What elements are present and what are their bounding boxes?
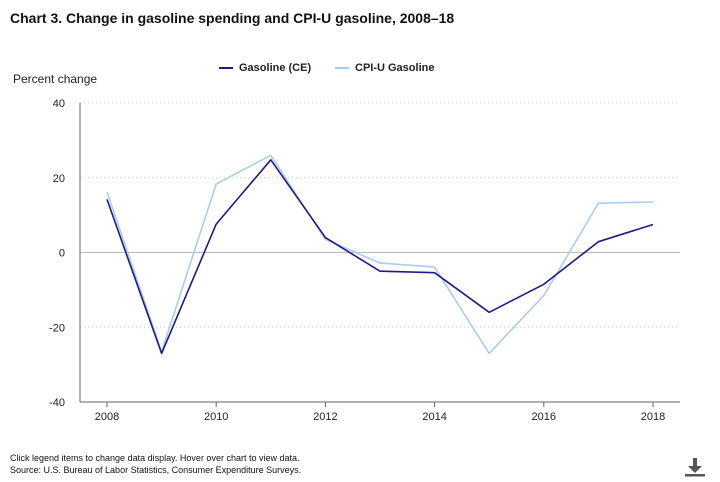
- y-axis-label: Percent change: [13, 72, 98, 86]
- footnote-instructions: Click legend items to change data displa…: [10, 453, 300, 463]
- x-tick-label: 2008: [95, 411, 119, 423]
- legend-item-cpi-u-gasoline[interactable]: CPI-U Gasoline: [335, 60, 434, 76]
- y-tick-label: 20: [53, 173, 65, 185]
- download-icon[interactable]: [684, 457, 706, 477]
- legend: Gasoline (CE) CPI-U Gasoline: [0, 60, 720, 76]
- series-line-cpi-u-gasoline: [106, 154, 654, 355]
- y-tick-label: -20: [49, 322, 65, 334]
- chart-title: Chart 3. Change in gasoline spending and…: [10, 10, 455, 26]
- footnote-source: Source: U.S. Bureau of Labor Statistics,…: [10, 465, 302, 475]
- series-line-gasoline-ce: [106, 159, 654, 355]
- download-icon-graphic: [685, 458, 705, 477]
- x-tick-label: 2016: [532, 411, 556, 423]
- legend-swatch-cpi-u-gasoline: [335, 67, 349, 69]
- y-tick-label: 40: [53, 98, 65, 110]
- x-tick-label: 2014: [422, 411, 446, 423]
- x-tick-label: 2010: [204, 411, 228, 423]
- y-tick-label: -40: [49, 397, 65, 409]
- legend-item-gasoline-ce[interactable]: Gasoline (CE): [219, 60, 311, 76]
- legend-label-gasoline-ce: Gasoline (CE): [239, 62, 312, 74]
- footnotes: Click legend items to change data displa…: [10, 452, 301, 476]
- x-tick-label: 2018: [641, 411, 665, 423]
- legend-label-cpi-u-gasoline: CPI-U Gasoline: [355, 62, 435, 74]
- legend-swatch-gasoline-ce: [219, 67, 233, 69]
- y-tick-label: 0: [59, 248, 65, 260]
- x-tick-label: 2012: [313, 411, 337, 423]
